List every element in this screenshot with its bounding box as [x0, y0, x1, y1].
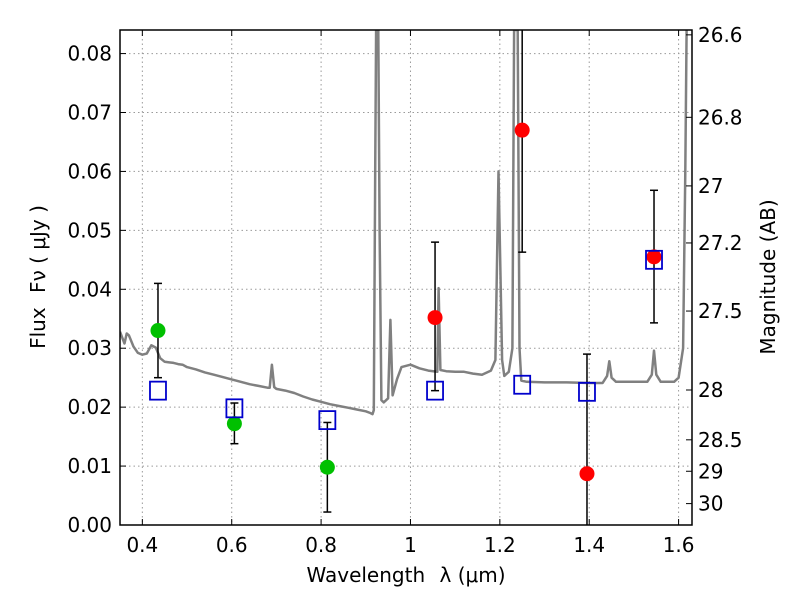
y2-tick-label: 28	[698, 378, 723, 402]
axis-labels: Wavelength λ (μm) Flux Fν ( μJy ) Magnit…	[26, 199, 780, 587]
y-tick-label: 0.05	[67, 218, 112, 242]
model-photometry-square	[426, 380, 444, 401]
y-tick-label: 0.02	[67, 395, 112, 419]
x-axis-label-text: Wavelength	[306, 563, 425, 587]
model-spectrum-line	[120, 30, 688, 416]
y-tick-label: 0.06	[67, 159, 112, 183]
y2-tick-label: 26.8	[698, 105, 743, 129]
y2-tick-label: 27.2	[698, 231, 743, 255]
red-data-point	[579, 466, 595, 482]
plot-frame	[119, 29, 693, 526]
green-data-point	[319, 459, 335, 475]
x-axis-label-math: λ (μm)	[440, 563, 506, 587]
y-tick-label: 0.04	[67, 277, 112, 301]
model-photometry-square	[578, 381, 596, 402]
grid	[120, 30, 692, 525]
green-data-point	[150, 323, 166, 339]
x-tick-label: 1.6	[663, 533, 695, 557]
y-tick-label: 0.03	[67, 336, 112, 360]
plot-area	[120, 30, 688, 525]
y-tick-label: 0.07	[67, 101, 112, 125]
x-tick-label: 0.4	[126, 533, 158, 557]
red-data-point	[427, 310, 443, 326]
x-axis-label: Wavelength λ (μm)	[306, 563, 505, 587]
model-photometry-square	[149, 380, 167, 401]
x-tick-label: 1	[404, 533, 417, 557]
y-axis-label-text: Flux	[26, 307, 50, 349]
x-tick-label: 0.8	[305, 533, 337, 557]
model-photometry-square	[318, 410, 337, 431]
y-tick-label: 0.01	[67, 454, 112, 478]
y-axis-label-math: Fν ( μJy )	[26, 205, 50, 293]
y-axis-label: Flux Fν ( μJy )	[26, 205, 50, 349]
y2-tick-label: 27	[698, 174, 723, 198]
y2-axis-label: Magnitude (AB)	[756, 199, 780, 354]
y-tick-label: 0.08	[67, 42, 112, 66]
x-tick-label: 0.6	[216, 533, 248, 557]
model-photometry-square	[513, 374, 532, 395]
y2-tick-label: 29	[698, 459, 723, 483]
model-photometry-square	[225, 398, 244, 419]
x-tick-label: 1.4	[573, 533, 605, 557]
y2-tick-label: 27.5	[698, 299, 743, 323]
y-tick-label: 0.00	[67, 513, 112, 537]
red-data-point	[514, 122, 530, 138]
x-tick-label: 1.2	[484, 533, 516, 557]
y2-tick-label: 26.6	[698, 23, 743, 47]
y2-tick-label: 30	[698, 492, 723, 516]
axis-ticks: 0.4 0.6 0.8 1 1.2 1.4 1.6 0.00 0.01 0.02 0.03 0.04 0…	[67, 23, 742, 557]
y2-tick-label: 28.5	[698, 428, 743, 452]
green-data-point	[226, 416, 242, 432]
red-data-point	[646, 249, 662, 265]
model-photometry-square	[645, 249, 663, 270]
